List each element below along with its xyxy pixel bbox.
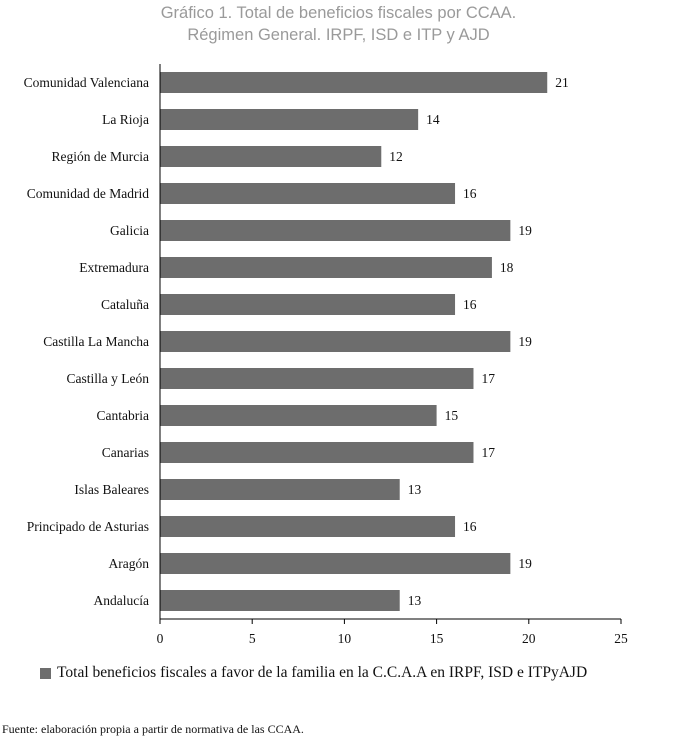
chart-title-line-1: Gráfico 1. Total de beneficios fiscales …: [160, 4, 517, 22]
data-label: 13: [408, 482, 422, 497]
data-label: 21: [555, 75, 569, 90]
bar-chart: Comunidad Valenciana 21 La Rioja 14 Región d…: [24, 64, 628, 646]
bar: [160, 220, 511, 241]
bar: [160, 442, 474, 463]
data-label: 19: [518, 223, 532, 238]
bar: [160, 294, 456, 315]
data-label: 18: [500, 260, 514, 275]
bar: [160, 109, 419, 130]
data-label: 17: [481, 371, 495, 386]
bar: [160, 479, 400, 500]
source-note: Fuente: elaboración propia a partir de n…: [2, 722, 304, 736]
chart-legend: Total beneficios fiscales a favor de la …: [40, 664, 587, 682]
data-label: 13: [408, 593, 422, 608]
data-label: 16: [463, 519, 477, 534]
data-label: 12: [389, 149, 403, 164]
x-tick-label: 20: [522, 631, 536, 646]
x-tick-label: 10: [338, 631, 352, 646]
category-label: Cataluña: [101, 297, 149, 312]
data-label: 19: [518, 556, 532, 571]
category-label: Islas Baleares: [74, 482, 149, 497]
data-label: 15: [445, 408, 459, 423]
chart-title-line-2: Régimen General. IRPF, ISD e ITP y AJD: [187, 26, 490, 44]
category-label: Aragón: [109, 556, 150, 571]
data-label: 16: [463, 297, 477, 312]
category-label: Castilla y León: [67, 371, 150, 386]
bar: [160, 183, 456, 204]
category-label: Galicia: [110, 223, 149, 238]
bar: [160, 368, 474, 389]
data-label: 16: [463, 186, 477, 201]
bar: [160, 590, 400, 611]
x-tick-label: 0: [157, 631, 164, 646]
data-label: 14: [426, 112, 440, 127]
bar: [160, 331, 511, 352]
category-label: Comunidad Valenciana: [24, 75, 149, 90]
data-label: 17: [481, 445, 495, 460]
legend-label: Total beneficios fiscales a favor de la …: [57, 664, 588, 681]
category-label: Castilla La Mancha: [43, 334, 149, 349]
category-label: Cantabria: [97, 408, 149, 423]
bar: [160, 405, 437, 426]
category-label: Comunidad de Madrid: [27, 186, 149, 201]
data-label: 19: [518, 334, 532, 349]
category-label: Principado de Asturias: [27, 519, 149, 534]
bar: [160, 257, 492, 278]
bar: [160, 72, 548, 93]
bar: [160, 516, 456, 537]
bar: [160, 146, 382, 167]
category-label: Canarias: [102, 445, 149, 460]
category-label: La Rioja: [102, 112, 149, 127]
category-label: Región de Murcia: [52, 149, 149, 164]
category-label: Extremadura: [79, 260, 149, 275]
category-label: Andalucía: [94, 593, 149, 608]
bar: [160, 553, 511, 574]
x-tick-label: 5: [249, 631, 256, 646]
x-tick-label: 15: [430, 631, 444, 646]
x-tick-label: 25: [614, 631, 628, 646]
legend-swatch: [40, 667, 51, 679]
